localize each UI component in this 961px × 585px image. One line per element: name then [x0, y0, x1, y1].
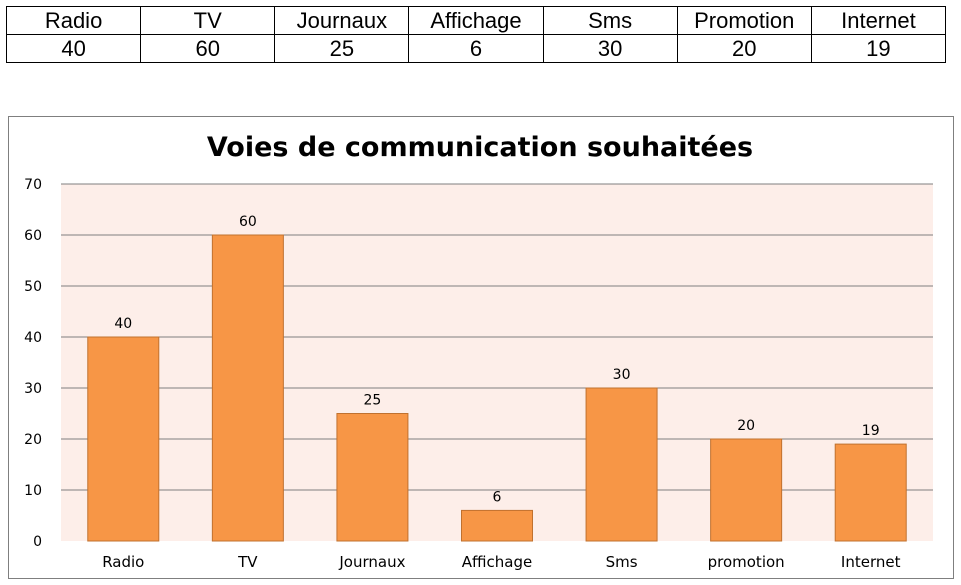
table-value-row: 40 60 25 6 30 20 19	[5, 34, 947, 63]
table-header-cell: Promotion	[676, 6, 812, 35]
y-tick-label: 50	[24, 279, 42, 295]
data-label: 6	[493, 489, 502, 505]
bar-chart: 0 10 20 30 40 50 60 70 40 60 25 6 30 20 19 Radio TV Jou…	[24, 132, 933, 571]
x-category-label: promotion	[708, 553, 785, 571]
chart-container: 0 10 20 30 40 50 60 70 40 60 25 6 30 20 19 Radio TV Jou…	[8, 116, 954, 579]
data-label: 30	[613, 367, 631, 383]
bars	[87, 234, 907, 542]
data-label: 60	[239, 214, 257, 230]
bar-affichage	[460, 509, 534, 542]
y-tick-label: 0	[33, 534, 42, 550]
table-header-cell: Internet	[810, 6, 947, 35]
data-labels: 40 60 25 6 30 20 19	[114, 214, 879, 505]
x-axis-categories: Radio TV Journaux Affichage Sms promotion Inte…	[102, 553, 900, 571]
data-label: 40	[114, 316, 132, 332]
table-value-cell: 40	[5, 34, 142, 63]
x-category-label: Sms	[606, 553, 638, 571]
x-category-label: Radio	[102, 553, 144, 571]
table-value-cell: 19	[810, 34, 947, 63]
x-category-label: TV	[237, 553, 258, 571]
x-category-label: Affichage	[462, 553, 532, 571]
bar-journaux	[336, 413, 409, 542]
y-tick-label: 40	[24, 330, 42, 346]
bar-radio	[87, 336, 160, 542]
bar-internet	[834, 443, 907, 542]
data-label: 20	[737, 418, 755, 434]
table-header-cell: Radio	[5, 6, 142, 35]
table-value-cell: 6	[408, 34, 544, 63]
table-value-cell: 25	[274, 34, 410, 63]
table-header-row: Radio TV Journaux Affichage Sms Promotio…	[5, 6, 947, 35]
table-value-cell: 20	[676, 34, 812, 63]
y-tick-label: 10	[24, 483, 42, 499]
data-label: 25	[364, 393, 382, 409]
table-value-cell: 60	[140, 34, 276, 63]
y-tick-label: 30	[24, 381, 42, 397]
y-tick-label: 60	[24, 228, 42, 244]
bar-sms	[585, 387, 658, 542]
bar-promotion	[710, 438, 783, 542]
bar-tv	[211, 234, 284, 542]
table-header-cell: Sms	[542, 6, 678, 35]
x-category-label: Internet	[841, 553, 901, 571]
table-header-cell: Journaux	[274, 6, 410, 35]
data-table: Radio TV Journaux Affichage Sms Promotio…	[5, 6, 947, 63]
y-tick-label: 70	[24, 177, 42, 193]
gridlines	[61, 183, 933, 491]
chart-title: Voies de communication souhaitées	[207, 132, 753, 163]
y-axis-ticks: 0 10 20 30 40 50 60 70	[24, 177, 42, 550]
table-value-cell: 30	[542, 34, 678, 63]
plot-area	[61, 184, 933, 541]
x-category-label: Journaux	[338, 553, 405, 571]
y-tick-label: 20	[24, 432, 42, 448]
data-label: 19	[862, 423, 880, 439]
table-header-cell: TV	[140, 6, 276, 35]
table-header-cell: Affichage	[408, 6, 544, 35]
